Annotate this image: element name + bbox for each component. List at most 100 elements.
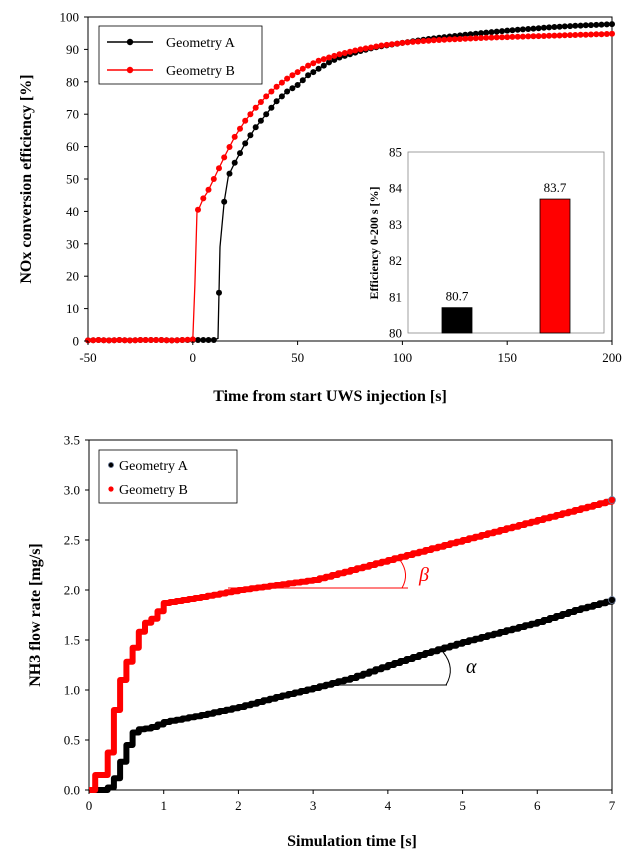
y-tick-label: 90 [66, 42, 79, 57]
data-point [493, 34, 500, 41]
data-point [357, 46, 364, 53]
data-point [210, 176, 217, 182]
data-point [137, 337, 144, 343]
data-point [373, 43, 380, 50]
alpha-arc [442, 651, 451, 686]
data-point [383, 41, 390, 48]
legend-marker-geometry-b [126, 66, 134, 74]
data-point [404, 39, 411, 46]
legend-1: Geometry A Geometry B [98, 25, 263, 85]
data-point [237, 150, 243, 157]
data-point [352, 47, 359, 54]
legend-label-geometry-b-2: Geometry B [119, 483, 188, 498]
data-point [90, 337, 97, 344]
chart-nh3-flow: 0 1 2 3 4 5 6 7 0.0 0.5 1.0 1.5 2.0 2.5 3.0 3.5 β α Sim… [27, 433, 616, 850]
y-tick-label: 0.5 [64, 733, 80, 748]
data-point [472, 35, 479, 42]
data-point [556, 23, 563, 30]
data-point [226, 170, 233, 177]
series-staircase [89, 598, 615, 793]
data-point [593, 21, 600, 28]
data-point [582, 22, 589, 29]
data-point [289, 72, 296, 79]
data-point [278, 79, 285, 86]
inset-y-tick-label: 84 [389, 181, 403, 196]
x-tick-label: 150 [497, 350, 517, 365]
data-point [514, 26, 521, 33]
data-point [242, 117, 249, 124]
data-point [247, 111, 254, 118]
data-point [216, 165, 222, 172]
data-point [315, 65, 322, 72]
inset-bar-value-label: 80.7 [446, 289, 469, 304]
data-point [221, 198, 228, 205]
inset-bar-chart: 80 81 82 83 84 85 80.7 83.7 Efficiency 0-200 s … [364, 140, 608, 341]
data-point [499, 34, 505, 41]
data-point [378, 42, 385, 49]
data-point [111, 337, 118, 344]
y-tick-label: 50 [66, 172, 79, 187]
data-point [577, 31, 584, 38]
data-point [446, 36, 453, 43]
y-tick-label: 0.0 [64, 783, 80, 798]
data-point [519, 26, 526, 33]
chart-1-series [85, 21, 615, 344]
beta-arc [399, 559, 406, 589]
data-point [504, 34, 511, 41]
chart-2-ticks: 0 1 2 3 4 5 6 7 0.0 0.5 1.0 1.5 2.0 2.5 3.0 3.5 [64, 433, 616, 814]
data-point [268, 104, 275, 111]
data-point [299, 77, 306, 84]
data-point [294, 69, 301, 76]
data-point [451, 36, 458, 43]
inset-background [364, 140, 608, 339]
data-point [205, 337, 212, 343]
data-point [257, 117, 264, 124]
data-point [415, 38, 422, 45]
data-point [268, 88, 275, 95]
angle-annotations: β α [228, 559, 477, 686]
data-point [608, 596, 616, 604]
y-tick-label: 3.5 [64, 433, 80, 448]
data-point [472, 30, 479, 37]
y-tick-label: 60 [66, 139, 79, 154]
data-point [603, 21, 610, 28]
data-point [195, 206, 201, 213]
data-point [609, 30, 615, 37]
data-point [294, 82, 301, 88]
x-tick-label: 100 [393, 350, 413, 365]
data-point [252, 124, 259, 131]
data-point [483, 29, 490, 36]
data-point [226, 144, 233, 150]
inset-bar-value-label: 83.7 [544, 180, 567, 195]
data-point [609, 21, 615, 28]
data-point [519, 33, 526, 40]
data-point [362, 45, 369, 52]
inset-bar [539, 198, 571, 334]
beta-label: β [418, 564, 429, 586]
data-point [252, 104, 259, 111]
legend-label-geometry-b: Geometry B [166, 64, 235, 79]
data-point [320, 56, 327, 63]
data-point [205, 186, 212, 193]
data-point [478, 30, 484, 37]
data-point [247, 132, 254, 139]
legend-label-geometry-a: Geometry A [166, 36, 236, 51]
data-point [399, 39, 406, 46]
data-point [493, 28, 500, 35]
series-geometry-b [89, 496, 616, 793]
data-point [231, 133, 238, 140]
x-tick-label: 50 [291, 350, 304, 365]
data-point [305, 72, 312, 79]
data-point [546, 32, 553, 39]
data-point [106, 337, 112, 344]
data-point [525, 26, 532, 32]
data-point [289, 85, 296, 92]
data-point [310, 69, 317, 76]
series-geometry-a [89, 596, 616, 793]
data-point [561, 32, 568, 39]
data-point [572, 22, 579, 29]
data-point [394, 40, 401, 47]
data-point [567, 32, 574, 39]
